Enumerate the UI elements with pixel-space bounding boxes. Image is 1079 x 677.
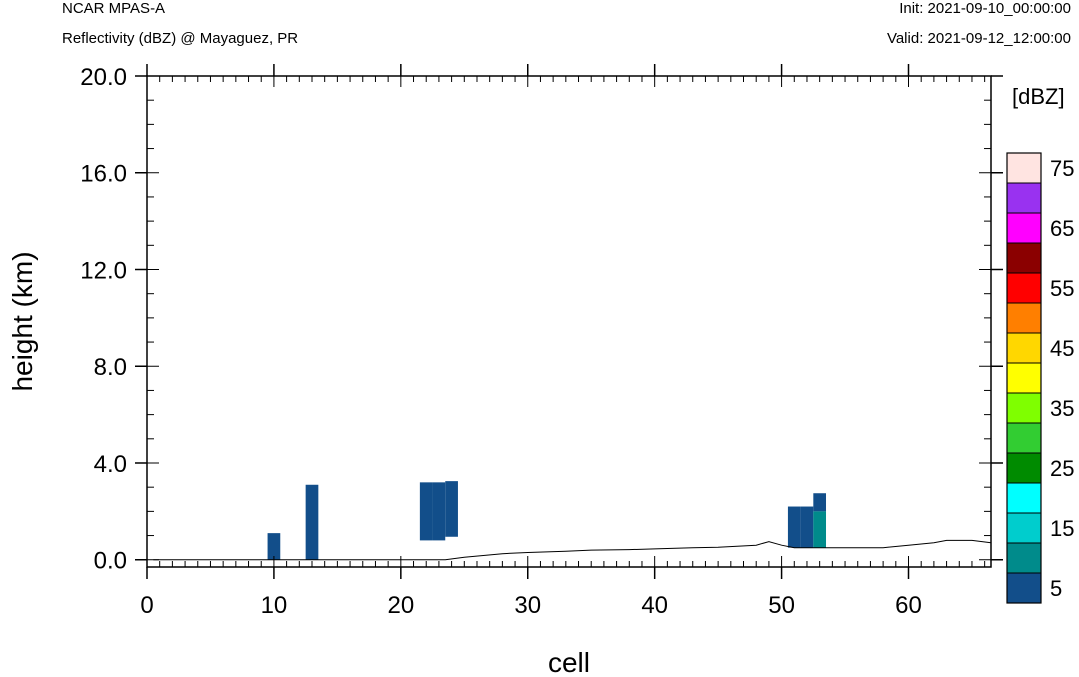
reflectivity-cell <box>813 511 827 548</box>
y-tick-label: 20.0 <box>80 64 127 91</box>
x-tick-label: 0 <box>140 592 153 619</box>
colorbar-frame <box>1006 152 1042 604</box>
x-tick-label: 10 <box>261 592 288 619</box>
colorbar-segment <box>1007 543 1041 574</box>
plot-frame <box>146 75 992 568</box>
reflectivity-cell <box>813 493 827 512</box>
colorbar-segment <box>1007 333 1041 364</box>
colorbar-segment <box>1007 423 1041 454</box>
colorbar-tick-label: 65 <box>1050 216 1074 241</box>
colorbar-tick-label: 55 <box>1050 276 1074 301</box>
colorbar-tick-label: 45 <box>1050 336 1074 361</box>
colorbar-segment <box>1007 363 1041 394</box>
model-title: NCAR MPAS-A <box>62 0 166 17</box>
reflectivity-cells <box>267 481 827 560</box>
colorbar-segment <box>1007 153 1041 184</box>
colorbar: 5 15 25 35 45 55 65 75 <box>1006 152 1074 604</box>
y-tick-label: 16.0 <box>80 161 127 188</box>
reflectivity-cell <box>419 482 433 541</box>
colorbar-tick-label: 15 <box>1050 516 1074 541</box>
y-tick-label: 4.0 <box>94 451 127 478</box>
colorbar-segment <box>1007 183 1041 214</box>
y-tick-label: 12.0 <box>80 257 127 284</box>
x-tick-label: 30 <box>514 592 541 619</box>
colorbar-segment <box>1007 573 1041 604</box>
terrain-line <box>153 539 992 561</box>
y-axis-title: height (km) <box>7 251 38 391</box>
valid-time: Valid: 2021-09-12_12:00:00 <box>886 30 1071 47</box>
reflectivity-cell <box>787 506 801 548</box>
x-tick-labels: 0 10 20 30 40 50 60 <box>140 592 922 619</box>
colorbar-segment <box>1007 483 1041 514</box>
colorbar-segment <box>1007 453 1041 484</box>
colorbar-segment <box>1007 303 1041 334</box>
x-axis-title: cell <box>548 647 590 677</box>
colorbar-segment <box>1007 273 1041 304</box>
axis-ticks <box>135 64 1003 579</box>
field-subtitle: Reflectivity (dBZ) @ Mayaguez, PR <box>62 30 299 47</box>
colorbar-segment <box>1007 513 1041 544</box>
colorbar-tick-label: 25 <box>1050 456 1074 481</box>
x-tick-label: 50 <box>768 592 795 619</box>
colorbar-tick-label: 5 <box>1050 576 1062 601</box>
colorbar-tick-label: 35 <box>1050 396 1074 421</box>
reflectivity-cell <box>800 506 814 548</box>
y-tick-label: 0.0 <box>94 548 127 575</box>
reflectivity-cell <box>445 481 458 537</box>
reflectivity-cell <box>267 533 281 560</box>
reflectivity-cell <box>432 482 446 541</box>
reflectivity-cell <box>305 484 319 560</box>
x-tick-label: 60 <box>895 592 922 619</box>
y-tick-label: 8.0 <box>94 354 127 381</box>
colorbar-segment <box>1007 213 1041 244</box>
colorbar-segment <box>1007 393 1041 424</box>
x-tick-label: 40 <box>641 592 668 619</box>
colorbar-tick-label: 75 <box>1050 156 1074 181</box>
y-tick-labels: 0.0 4.0 8.0 12.0 16.0 20.0 <box>80 64 127 575</box>
colorbar-unit-label: [dBZ] <box>1012 84 1065 109</box>
x-tick-label: 20 <box>387 592 414 619</box>
init-time: Init: 2021-09-10_00:00:00 <box>899 0 1071 17</box>
colorbar-segment <box>1007 243 1041 274</box>
